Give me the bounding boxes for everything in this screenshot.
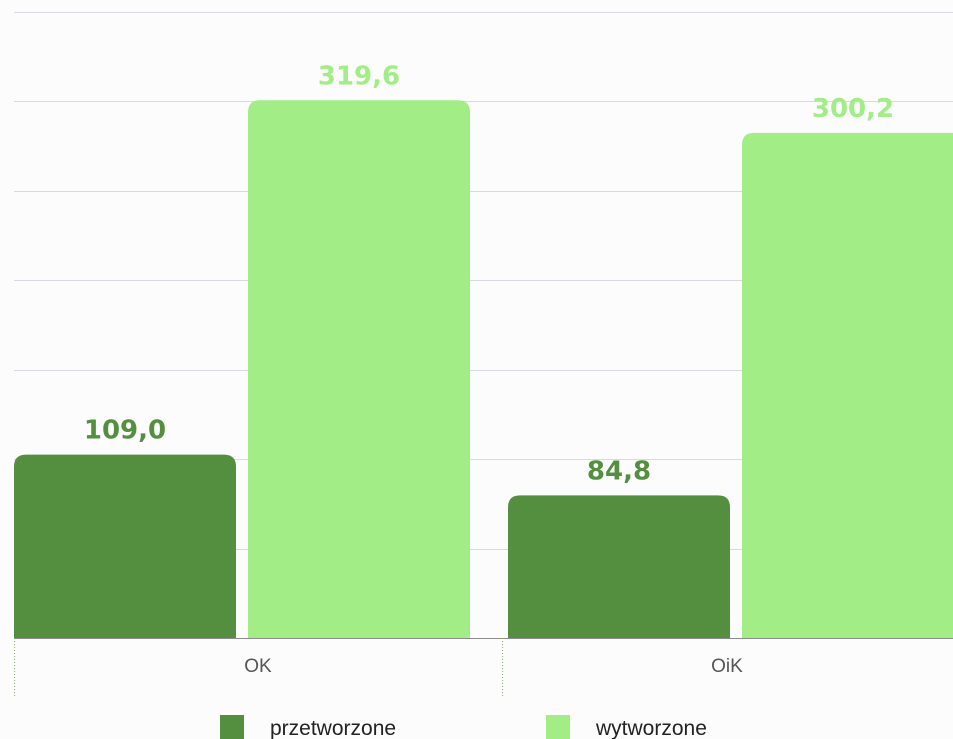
x-tick-label-OK: OK xyxy=(244,656,272,677)
legend: przetworzone wytworzone xyxy=(220,715,707,739)
data-label-przetworzone-OK: 109,0 xyxy=(84,416,166,446)
legend-swatch-wytworzone xyxy=(546,715,570,739)
x-tick-label-OiK: OiK xyxy=(711,656,743,677)
bar-wytworzone-OK xyxy=(248,100,470,638)
legend-label-wytworzone: wytworzone xyxy=(595,717,707,739)
data-labels: 109,0 319,6 84,8 300,2 xyxy=(84,61,894,486)
bar-wytworzone-OiK xyxy=(742,132,953,638)
bar-przetworzone-OiK xyxy=(508,495,730,638)
data-label-przetworzone-OiK: 84,8 xyxy=(587,456,651,486)
data-label-wytworzone-OK: 319,6 xyxy=(318,61,400,91)
legend-swatch-przetworzone xyxy=(220,715,244,739)
bar-przetworzone-OK xyxy=(14,454,236,638)
x-axis: OK OiK xyxy=(14,638,953,697)
data-label-wytworzone-OiK: 300,2 xyxy=(812,94,894,124)
legend-label-przetworzone: przetworzone xyxy=(270,717,396,739)
bars xyxy=(14,100,953,638)
